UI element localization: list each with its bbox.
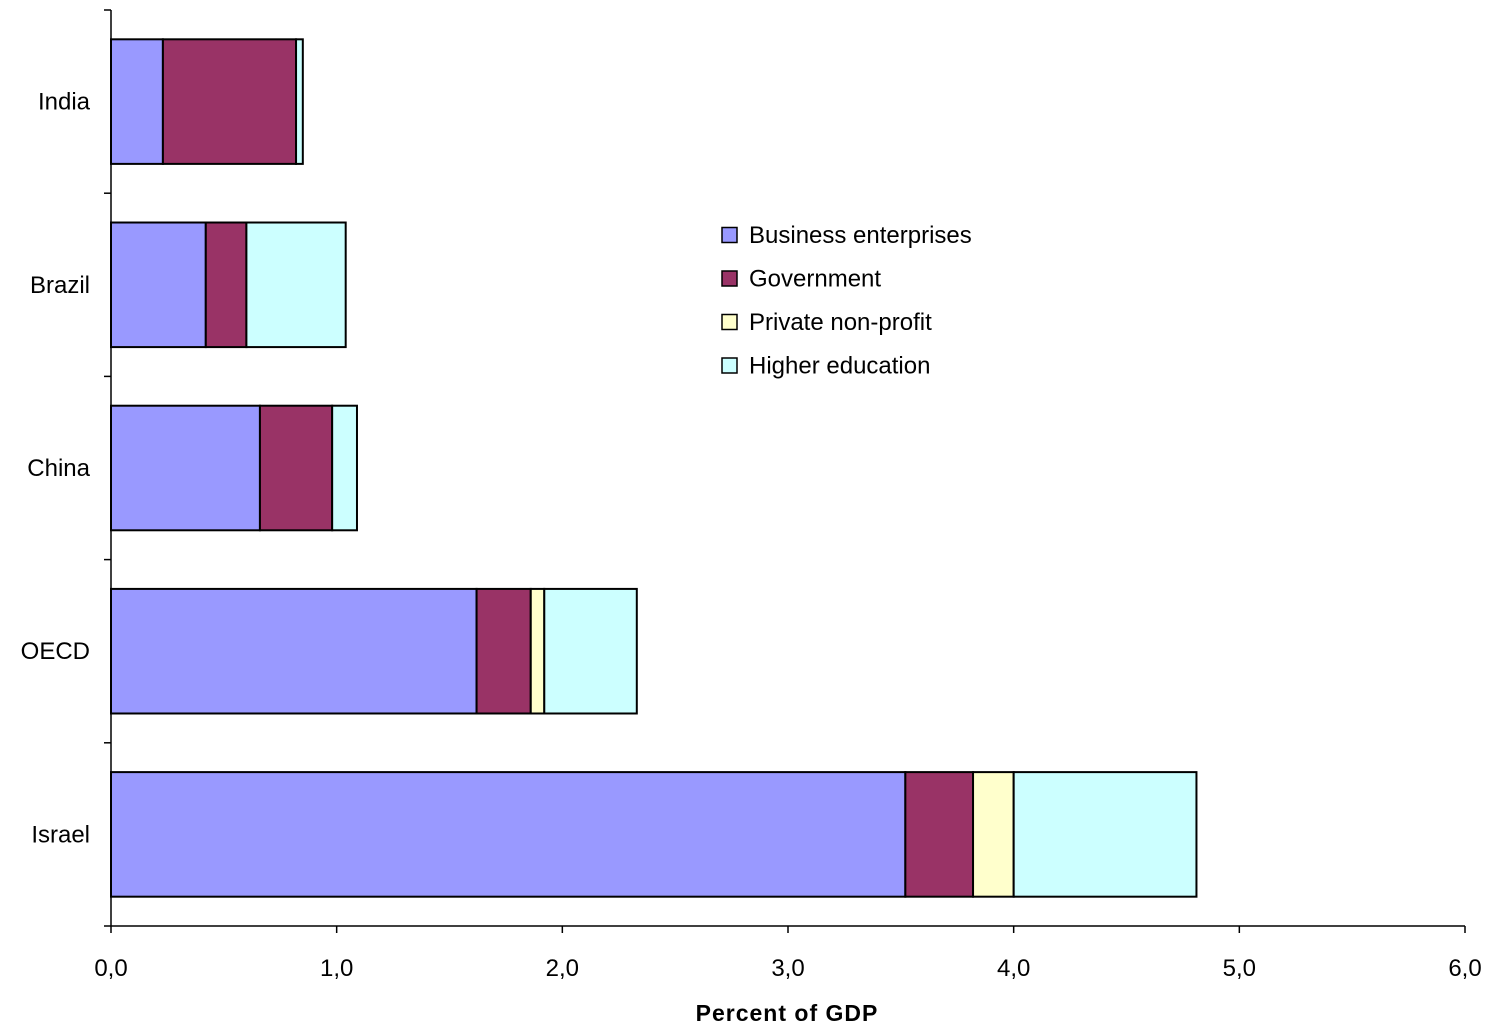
x-tick-label: 1,0 (320, 955, 353, 982)
x-tick-label: 6,0 (1448, 955, 1481, 982)
bar-china-business-enterprises (110, 404, 261, 532)
bar-oecd-higher-education (543, 587, 638, 715)
legend: Business enterprises Government Private no… (721, 222, 972, 380)
bar-china-higher-education (331, 404, 358, 532)
legend-label-private-non-profit: Private non-profit (749, 309, 932, 336)
bar-israel-private-non-profit (972, 771, 1015, 898)
category-label-oecd: OECD (21, 638, 90, 665)
category-label-india: India (38, 89, 91, 116)
legend-swatch-private-non-profit (721, 313, 738, 331)
bar-brazil-higher-education (245, 221, 347, 349)
bar-china-government (258, 404, 334, 532)
x-tick-label: 5,0 (1223, 955, 1256, 982)
bar-india-business-enterprises (110, 38, 164, 165)
bar-india-government (161, 38, 298, 165)
legend-label-government: Government (749, 266, 881, 293)
bars-group (110, 38, 1198, 898)
legend-label-higher-education: Higher education (749, 353, 930, 380)
x-tick-label: 4,0 (997, 955, 1030, 982)
bar-oecd-government (475, 587, 532, 715)
legend-swatch-business-enterprises (721, 226, 738, 244)
x-tick-label: 0,0 (94, 955, 127, 982)
legend-label-business-enterprises: Business enterprises (749, 222, 972, 249)
legend-swatch-government (721, 270, 738, 287)
category-label-israel: Israel (31, 821, 90, 848)
category-label-brazil: Brazil (30, 272, 90, 299)
category-label-china: China (27, 455, 90, 482)
bar-israel-higher-education (1012, 771, 1198, 898)
bar-brazil-business-enterprises (110, 221, 207, 349)
x-tick-label: 3,0 (771, 955, 804, 982)
bar-oecd-business-enterprises (110, 587, 478, 715)
bar-israel-business-enterprises (110, 771, 907, 898)
bar-brazil-government (204, 221, 248, 349)
x-axis-title: Percent of GDP (696, 1000, 879, 1026)
bar-india-higher-education (295, 38, 304, 165)
x-tick-label: 2,0 (546, 955, 579, 982)
bar-israel-government (904, 771, 975, 898)
legend-swatch-higher-education (721, 357, 738, 374)
axes-group: India Brazil China OECD Israel 0,0 1,0 2,0 3,0 4,… (21, 9, 1482, 982)
bar-oecd-private-non-profit (529, 587, 546, 715)
